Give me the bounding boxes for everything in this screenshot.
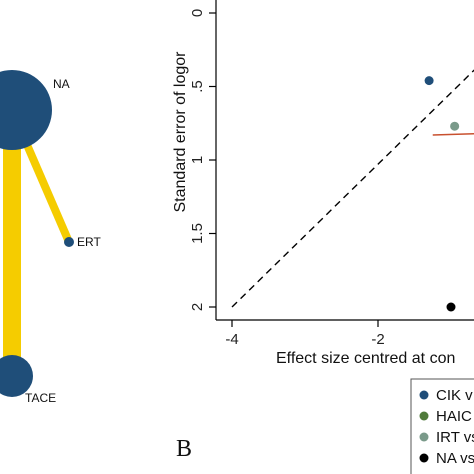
y-tick-label: 0 (189, 9, 206, 17)
network-plot: NA ERT TACE (0, 70, 101, 405)
legend-marker-na-vs (419, 453, 429, 463)
legend-marker-haic (419, 411, 429, 421)
node-na (0, 70, 52, 150)
legend-label-na-vs: NA vs (436, 450, 474, 467)
y-axis-ticks: 0 .5 1 1.5 2 (189, 9, 216, 311)
data-points (424, 76, 460, 312)
y-tick-label: 1.5 (189, 223, 206, 244)
legend-entries: CIK v HAIC IRT vs NA vs (419, 387, 474, 467)
y-axis-title: Standard error of logor (172, 51, 189, 213)
node-tace (0, 355, 33, 397)
legend-marker-cik-v (419, 390, 429, 400)
legend-label-irt-vs: IRT vs (436, 429, 474, 446)
legend-label-haic: HAIC (436, 408, 472, 425)
node-label-ert: ERT (77, 235, 101, 249)
legend-label-cik-v: CIK v (436, 387, 473, 404)
data-point-na (446, 302, 456, 312)
fit-line (432, 132, 474, 136)
x-tick-label: -4 (225, 331, 238, 348)
node-label-na: NA (53, 77, 70, 91)
node-label-tace: TACE (25, 391, 56, 405)
x-axis-ticks: -4 -2 (225, 320, 385, 348)
data-point-cik (424, 76, 434, 86)
data-point-irt (450, 121, 460, 131)
x-tick-label: -2 (371, 331, 384, 348)
y-tick-label: .5 (189, 80, 206, 93)
plot-lines (231, 69, 474, 308)
legend-marker-irt-vs (419, 432, 429, 442)
y-tick-label: 2 (189, 303, 206, 311)
legend: CIK v HAIC IRT vs NA vs (410, 378, 474, 474)
x-axis-title: Effect size centred at con (276, 350, 455, 367)
y-tick-label: 1 (189, 156, 206, 164)
funnel-plot: 0 .5 1 1.5 2 -4 -2 Standard error of logor Ef… (172, 0, 474, 367)
plot-area (216, 0, 474, 320)
panel-letter: B (176, 436, 192, 462)
node-ert (64, 237, 74, 247)
